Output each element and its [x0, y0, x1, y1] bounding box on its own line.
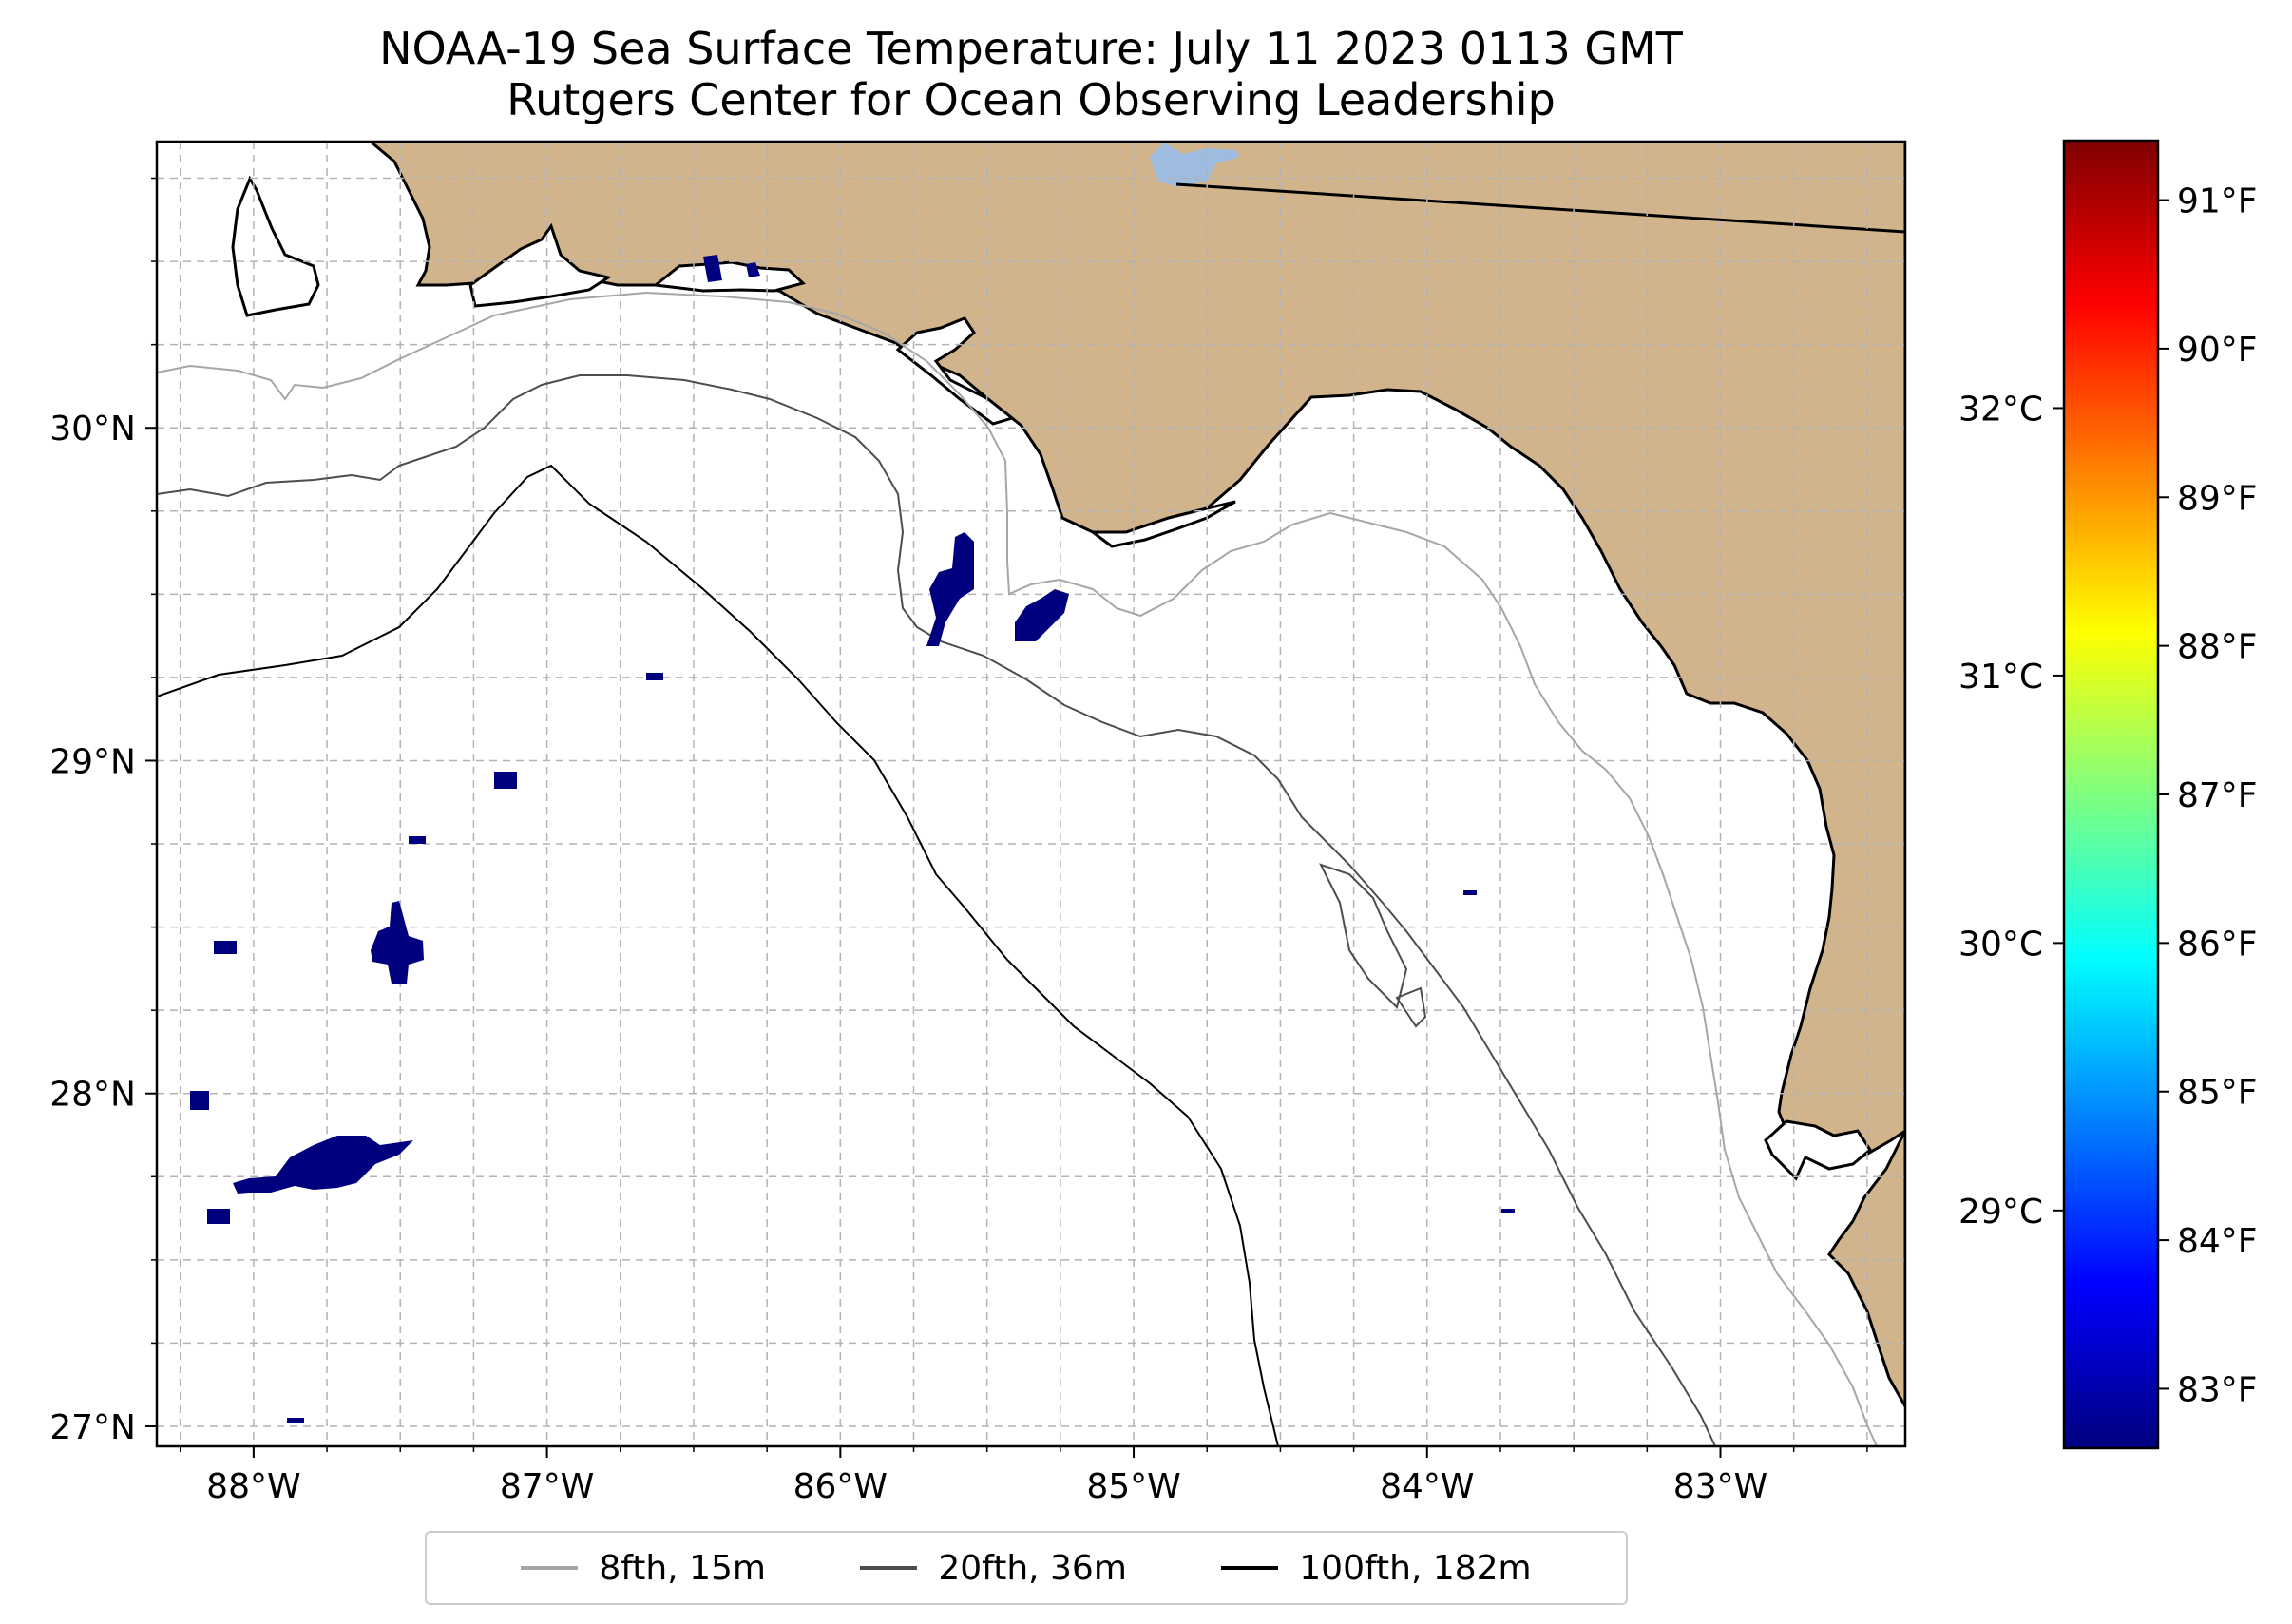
lat-tick-label: 27°N	[49, 1408, 136, 1447]
sst-patch-small-4	[207, 1209, 230, 1224]
tampa-bay	[1764, 1119, 1872, 1181]
legend-label-100fth: 100fth, 182m	[1299, 1548, 1532, 1588]
sst-patch-small-6	[646, 673, 663, 680]
sst-patch-small-5	[409, 836, 426, 844]
sst-patch-west-large	[233, 1136, 413, 1194]
legend-entry-20fth: 20fth, 36m	[860, 1549, 1127, 1588]
lon-tick-label: 86°W	[793, 1467, 888, 1506]
celsius-tick-label: 31°C	[1958, 658, 2043, 697]
legend-label-8fth: 8fth, 15m	[599, 1548, 766, 1588]
lat-tick-label: 28°N	[49, 1076, 136, 1115]
isobath-20fth	[157, 374, 1716, 1446]
colorbar-celsius-axis: 29°C 30°C 31°C 32°C	[1958, 390, 2064, 1232]
lon-tick-label: 88°W	[206, 1467, 300, 1506]
isobath-100fth	[157, 464, 1279, 1446]
legend-entry-100fth: 100fth, 182m	[1221, 1548, 1532, 1588]
map-panel[interactable]	[157, 142, 1905, 1446]
latitude-axis: 27°N 28°N 29°N 30°N	[49, 177, 157, 1447]
colorbar-fahrenheit-axis: 83°F 84°F 85°F 86°F 87°F 88°F 89°F 90°F 91°F	[2158, 182, 2258, 1409]
sst-patch-west-mid	[371, 901, 424, 984]
lon-tick-label: 87°W	[500, 1467, 594, 1506]
figure-subtitle: Rutgers Center for Ocean Observing Leade…	[506, 74, 1556, 125]
gridlines	[157, 142, 1905, 1446]
colorbar: 29°C 30°C 31°C 32°C 83°F 84°F 85°F 86°F 87°F 88°…	[1958, 139, 2258, 1450]
land-panhandle	[157, 142, 1905, 1161]
fahrenheit-tick-label: 86°F	[2177, 925, 2258, 964]
sst-patch-small-1	[494, 772, 517, 789]
sst-patch-small-7	[1463, 890, 1477, 895]
choctaw-bay	[652, 260, 807, 293]
sst-patch-panhandle	[926, 532, 974, 646]
map-frame	[155, 140, 1907, 1448]
legend-swatch-100fth	[1221, 1566, 1279, 1570]
fahrenheit-tick-label: 91°F	[2177, 182, 2258, 221]
sst-patch-small-9	[287, 1418, 304, 1423]
state-boundary	[1175, 182, 1905, 234]
lat-tick-label: 30°N	[49, 410, 136, 449]
colorbar-gradient	[2062, 139, 2160, 1450]
lon-tick-label: 85°W	[1086, 1467, 1180, 1506]
isobath-8fth	[157, 291, 1878, 1446]
longitude-axis: 88°W 87°W 86°W 85°W 84°W 83°W	[179, 1446, 1868, 1506]
fahrenheit-tick-label: 84°F	[2177, 1222, 2258, 1261]
legend-swatch-20fth	[860, 1566, 918, 1570]
isobath-legend: 8fth, 15m 20fth, 36m 100fth, 182m	[425, 1531, 1628, 1605]
figure-title: NOAA-19 Sea Surface Temperature: July 11…	[379, 23, 1683, 74]
sst-patch-small-3	[190, 1091, 209, 1110]
legend-entry-8fth: 8fth, 15m	[521, 1549, 766, 1588]
fahrenheit-tick-label: 89°F	[2177, 479, 2258, 518]
legend-swatch-8fth	[521, 1566, 579, 1570]
lon-tick-label: 83°W	[1673, 1467, 1767, 1506]
celsius-tick-label: 32°C	[1958, 390, 2043, 429]
sst-patch-small-2	[214, 941, 237, 954]
land-peninsula-south	[1827, 1130, 1905, 1410]
fahrenheit-tick-label: 85°F	[2177, 1074, 2258, 1113]
sst-patches	[190, 255, 1515, 1423]
inland-lake	[1150, 143, 1240, 187]
celsius-tick-label: 30°C	[1958, 925, 2043, 964]
fahrenheit-tick-label: 90°F	[2177, 331, 2258, 370]
lon-tick-label: 84°W	[1380, 1467, 1474, 1506]
fahrenheit-tick-label: 88°F	[2177, 628, 2258, 667]
celsius-tick-label: 29°C	[1958, 1193, 2043, 1232]
isobath-20fth-scatter	[1319, 863, 1427, 1028]
legend-label-20fth: 20fth, 36m	[938, 1548, 1127, 1588]
fahrenheit-tick-label: 83°F	[2177, 1370, 2258, 1409]
st-andrew-bay	[895, 316, 1016, 426]
pensacola-bay	[468, 222, 612, 308]
sst-patch-small-8	[1501, 1209, 1515, 1213]
sst-patch-stgeorge	[1015, 589, 1069, 641]
apalachee-bay-shore	[1088, 500, 1236, 548]
lat-tick-label: 29°N	[49, 742, 136, 781]
fahrenheit-tick-label: 87°F	[2177, 776, 2258, 815]
sst-patch-coast	[703, 255, 760, 282]
